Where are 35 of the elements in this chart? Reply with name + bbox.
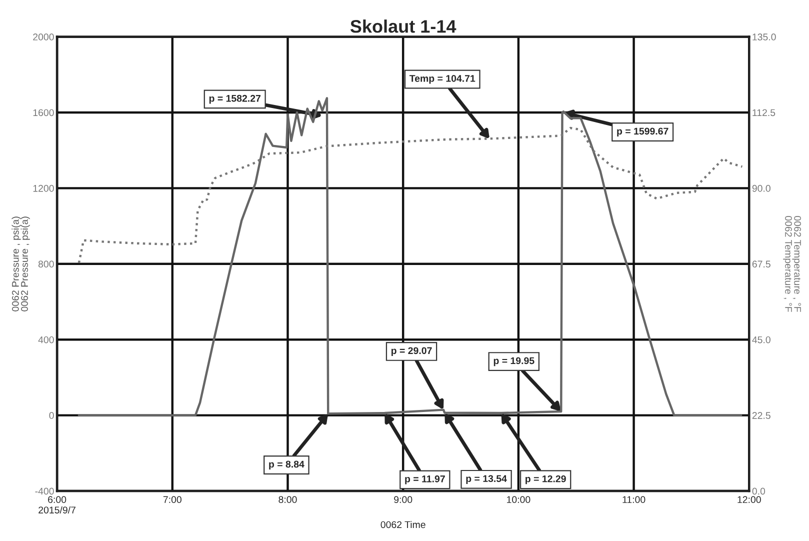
annotation: p = 29.07 — [391, 347, 432, 356]
y-tick-label: 800 — [38, 260, 54, 268]
x-tick-label: 8:00 — [278, 496, 297, 504]
chart-title: Skolaut 1-14 — [350, 20, 456, 33]
y2-tick-label: 0.0 — [752, 488, 766, 495]
annotation: p = 12.29 — [526, 475, 566, 484]
x-tick-label: 10:00 — [507, 496, 530, 504]
annotation: Temp = 104.71 — [409, 74, 476, 84]
y2-tick-label: 22.5 — [752, 412, 770, 419]
annotation: p = 1582.27 — [209, 94, 260, 104]
x-tick-label: 7:00 — [163, 496, 182, 504]
x-tick-label: 6:00 2015/9/7 — [38, 496, 76, 514]
y-tick-label: 2000 — [33, 34, 54, 40]
y2-tick-label: 90.0 — [752, 184, 770, 192]
y2-tick-label: 45.0 — [752, 336, 770, 344]
y2-axis-title: 0062 Temperature , °F 0062 Temperature , °F — [783, 216, 801, 312]
y2-tick-label: 67.5 — [752, 260, 770, 268]
x-tick-label: 12:00 — [738, 496, 761, 504]
y2-tick-label: 112.5 — [752, 109, 776, 116]
y-tick-label: 0 — [49, 412, 54, 419]
y-tick-label: -400 — [35, 488, 54, 495]
x-axis-title: 0062 Time — [380, 520, 426, 528]
y-tick-label: 400 — [38, 336, 54, 344]
y-tick-label: 1600 — [33, 109, 54, 116]
annotation: p = 11.97 — [405, 475, 445, 484]
annotation: p = 8.84 — [269, 460, 304, 470]
annotation: p = 13.54 — [466, 475, 507, 484]
y2-tick-label: 135.0 — [752, 34, 776, 40]
y-tick-label: 1200 — [33, 184, 54, 192]
x-tick-label: 11:00 — [622, 496, 646, 504]
x-tick-label: 9:00 — [394, 496, 412, 504]
annotation: p = 19.95 — [494, 357, 534, 366]
y-axis-title: 0062 Pressure , psi(a) 0062 Pressure , psi(a) — [12, 216, 30, 312]
annotation: p = 1599.67 — [617, 128, 668, 137]
line-series — [78, 126, 744, 264]
